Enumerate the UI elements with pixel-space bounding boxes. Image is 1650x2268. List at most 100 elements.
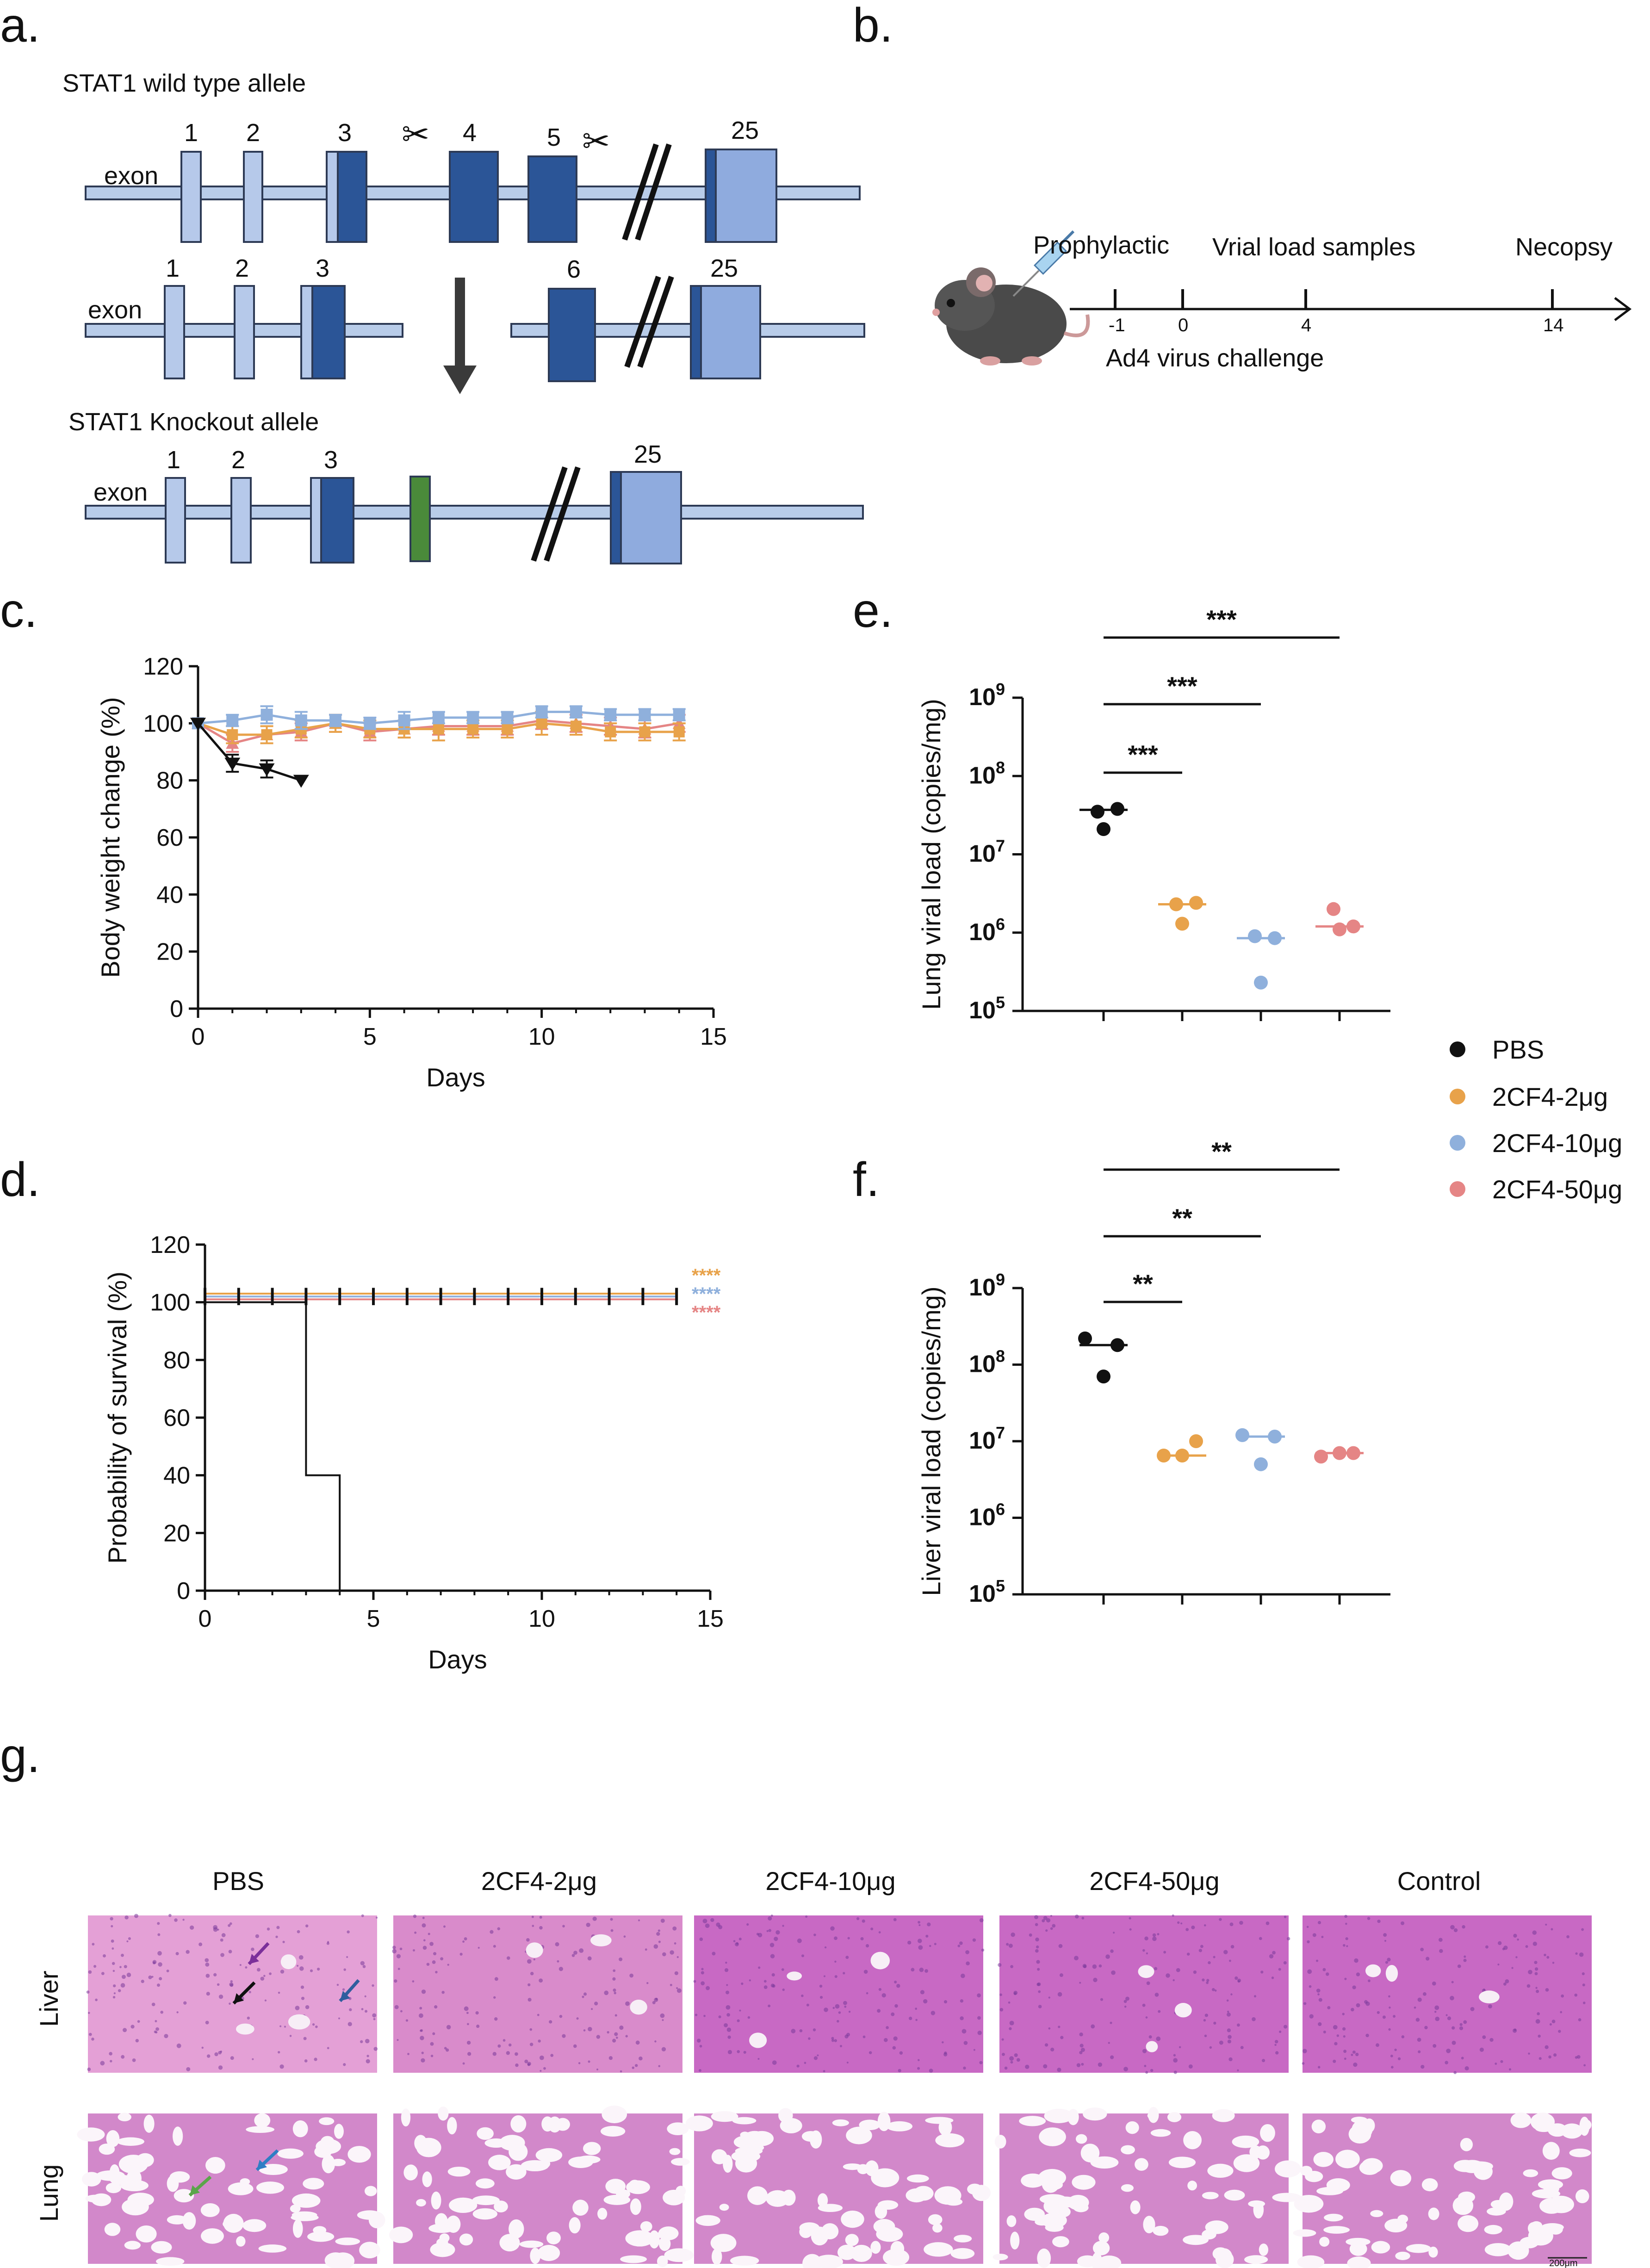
nucleus <box>1108 2042 1110 2044</box>
nucleus <box>1384 1940 1387 1942</box>
nucleus <box>929 2069 933 2073</box>
nucleus <box>446 2048 449 2052</box>
nucleus <box>1317 1993 1320 1995</box>
nucleus <box>494 1977 498 1981</box>
alveolus <box>925 2117 954 2124</box>
nucleus <box>615 2036 618 2039</box>
alveolus <box>577 2155 601 2164</box>
data-point <box>1110 802 1124 816</box>
alveolus <box>1460 2160 1484 2173</box>
wt-exon-25a <box>705 149 717 243</box>
nucleus <box>863 1970 868 1974</box>
alveolus <box>167 2215 187 2225</box>
alveolus <box>1359 2160 1380 2175</box>
nucleus <box>1157 1933 1160 1936</box>
nucleus <box>1076 2063 1081 2067</box>
nucleus <box>1152 1936 1157 1941</box>
arrow-icon <box>190 2185 200 2195</box>
legend-marker-2ug <box>1450 1089 1465 1104</box>
legend-marker-50ug <box>1450 1181 1465 1197</box>
cut-exon-6-label: 6 <box>567 255 581 283</box>
y-tick-label: 108 <box>969 758 1005 789</box>
tissue-background <box>88 1915 377 2073</box>
nucleus <box>741 1982 744 1985</box>
wt-exon-2 <box>243 151 263 243</box>
vessel <box>236 2023 254 2035</box>
nucleus <box>303 2037 307 2040</box>
nucleus <box>372 2013 377 2018</box>
nucleus <box>746 1923 749 1926</box>
nucleus <box>583 2029 586 2032</box>
nucleus <box>775 1930 780 1935</box>
nucleus <box>1549 2023 1552 2026</box>
nucleus <box>230 2056 234 2060</box>
significance-stars: **** <box>692 1265 721 1286</box>
timeline-tick-label: -1 <box>1109 315 1125 335</box>
alveolus <box>1202 2229 1216 2240</box>
nucleus <box>733 1940 736 1942</box>
nucleus <box>1035 1937 1039 1942</box>
nucleus <box>999 2008 1004 2012</box>
nucleus <box>506 1956 510 1960</box>
nucleus <box>527 1983 531 1987</box>
nucleus <box>766 1930 769 1932</box>
nucleus <box>252 2058 254 2060</box>
alveolus <box>530 2248 541 2264</box>
nucleus <box>629 1973 634 1978</box>
nucleus <box>1323 2030 1326 2034</box>
nucleus <box>1536 1989 1539 1993</box>
y-axis-label: Liver viral load (copies/mg) <box>917 1286 946 1596</box>
alveolus <box>1428 2246 1438 2258</box>
nucleus <box>349 2008 352 2011</box>
alveolus <box>1370 2210 1383 2218</box>
nucleus <box>1388 2028 1391 2031</box>
nucleus <box>228 1924 231 1927</box>
nucleus <box>347 2022 352 2026</box>
nucleus <box>763 1980 767 1983</box>
timeline-tick-label: 4 <box>1301 315 1311 335</box>
nucleus <box>1315 1959 1319 1962</box>
nucleus <box>532 1925 534 1927</box>
nucleus <box>366 2059 370 2064</box>
nucleus <box>1545 1923 1547 1926</box>
nucleus <box>817 2054 819 2057</box>
data-point <box>639 726 651 737</box>
nucleus <box>823 1975 826 1977</box>
panel-label-f: f. <box>853 1153 880 1207</box>
alveolus <box>719 2204 729 2211</box>
nucleus <box>1479 2047 1484 2052</box>
nucleus <box>1275 2051 1279 2055</box>
nucleus <box>896 1984 900 1988</box>
nucleus <box>1198 1949 1203 1952</box>
alveolus <box>600 2125 626 2137</box>
nucleus <box>966 1961 970 1965</box>
nucleus <box>758 1966 761 1969</box>
panel-label-a: a. <box>0 0 40 52</box>
alveolus <box>182 2212 196 2230</box>
nucleus <box>911 1968 915 1972</box>
nucleus <box>915 2008 918 2010</box>
nucleus <box>228 1950 232 1954</box>
nucleus <box>1091 2024 1095 2029</box>
alveolus <box>1294 2194 1324 2213</box>
nucleus <box>757 1933 763 1938</box>
nucleus <box>122 2028 127 2033</box>
data-point <box>1314 1450 1328 1464</box>
legend-label-50ug: 2CF4-50μg <box>1492 1175 1622 1204</box>
alveolus <box>316 2138 341 2154</box>
nucleus <box>158 1962 162 1967</box>
x-tick-label: 5 <box>363 1023 377 1050</box>
nucleus <box>801 1994 804 1997</box>
nucleus <box>847 1937 850 1940</box>
nucleus <box>594 2002 598 2006</box>
nucleus <box>658 2065 661 2067</box>
alveolus <box>205 2157 225 2174</box>
wt-exon-1-label: 1 <box>184 119 198 147</box>
nucleus <box>582 1995 584 1998</box>
nucleus <box>400 2010 403 2013</box>
alveolus <box>818 2204 843 2212</box>
vessel <box>280 1954 297 1970</box>
nucleus <box>422 1916 425 1919</box>
alveolus <box>944 2198 963 2206</box>
nucleus <box>148 1975 152 1979</box>
